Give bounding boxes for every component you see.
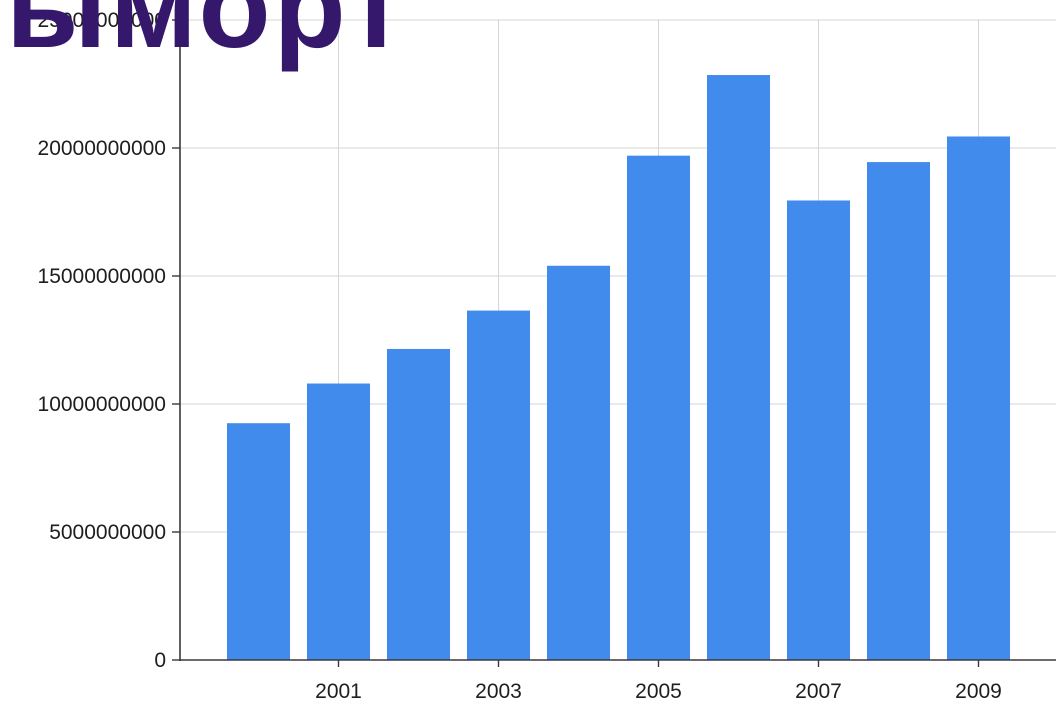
y-tick-label: 15000000000 xyxy=(38,265,166,288)
bar-2003 xyxy=(467,310,530,660)
y-tick-label: 20000000000 xyxy=(38,137,166,160)
bar-2008 xyxy=(867,162,930,660)
x-tick-label: 2007 xyxy=(795,680,842,703)
bar-2002 xyxy=(387,348,450,660)
bars xyxy=(227,75,1010,661)
y-tick-label: 5000000000 xyxy=(49,521,166,544)
y-tick-label: 25000000000 xyxy=(38,9,166,32)
axes xyxy=(172,19,1056,667)
bar-2000 xyxy=(227,423,290,660)
y-tick-label: 0 xyxy=(154,649,166,672)
bar-2001 xyxy=(307,383,370,660)
bar-2004 xyxy=(547,265,610,660)
x-tick-label: 2001 xyxy=(315,680,362,703)
x-tick-label: 2005 xyxy=(635,680,682,703)
tick-labels: 0 5000000000 10000000000 15000000000 2000000… xyxy=(38,9,1002,703)
bar-2009 xyxy=(947,136,1010,661)
x-tick-label: 2003 xyxy=(475,680,522,703)
bar-2005 xyxy=(627,155,690,660)
x-tick-label: 2009 xyxy=(955,680,1002,703)
bar-2006 xyxy=(707,75,770,661)
y-tick-label: 10000000000 xyxy=(38,393,166,416)
bar-2007 xyxy=(787,200,850,661)
